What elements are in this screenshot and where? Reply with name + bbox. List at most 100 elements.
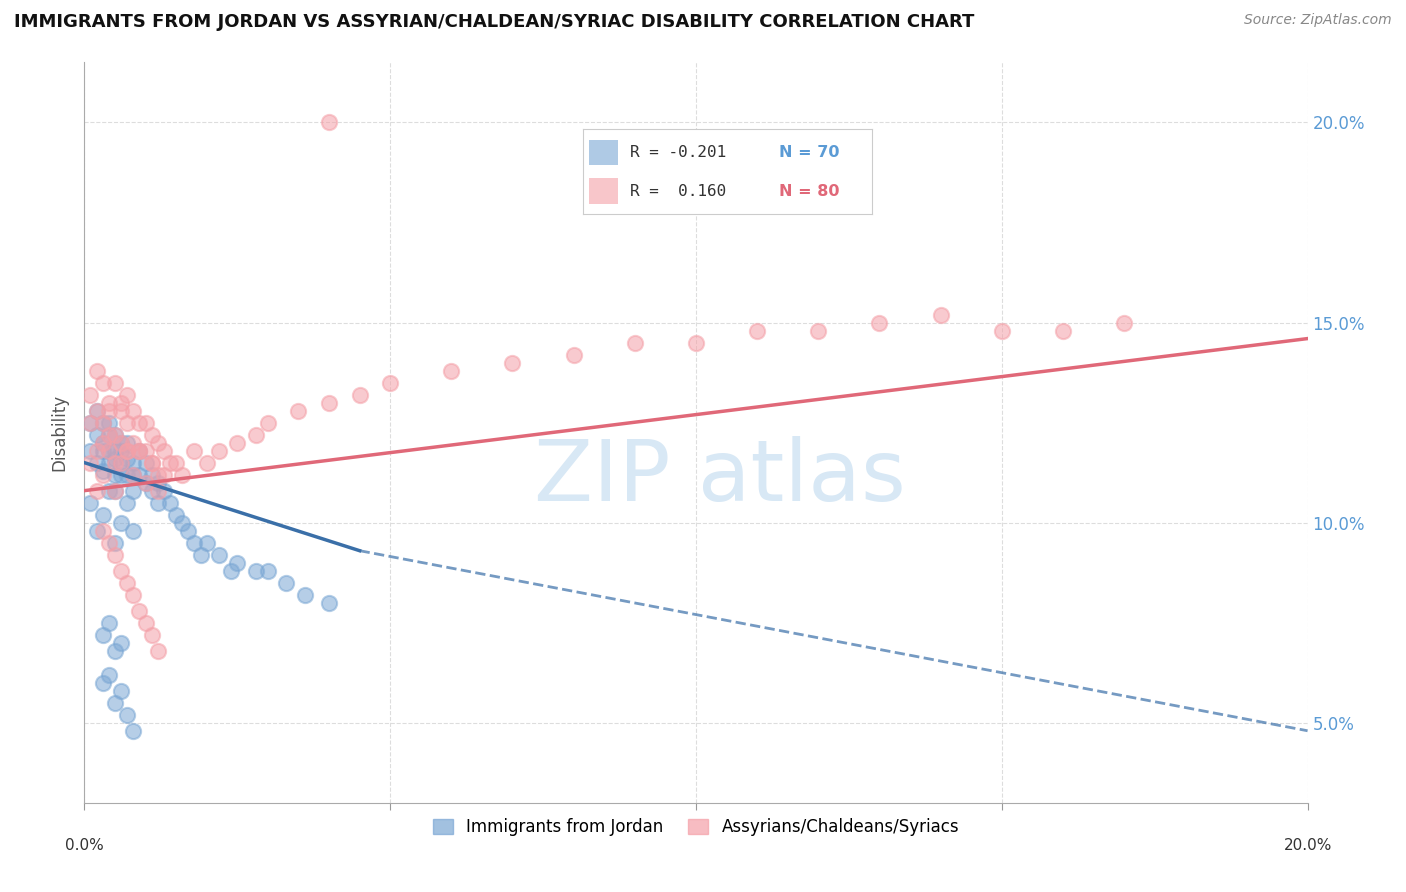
Point (115, 443, 138, 458)
Point (122, 467, 145, 482)
Point (115, 416, 138, 430)
Point (91, 467, 114, 482)
Point (245, 427, 267, 442)
Point (153, 467, 176, 482)
Point (135, 443, 157, 458)
Legend: Immigrants from Jordan, Assyrians/Chaldeans/Syriacs: Immigrants from Jordan, Assyrians/Chalde… (426, 811, 966, 843)
Point (128, 416, 150, 430)
Point (110, 456, 132, 470)
Point (122, 403, 145, 417)
Point (502, 355, 524, 369)
Point (79, 416, 101, 430)
Point (110, 435, 132, 450)
Point (104, 483, 127, 498)
Point (208, 443, 231, 458)
Point (122, 456, 145, 470)
Point (257, 564, 280, 578)
Point (97, 443, 120, 458)
Point (86, 403, 108, 417)
Point (135, 615, 157, 630)
Point (104, 483, 127, 498)
Point (562, 348, 585, 362)
Point (110, 516, 132, 530)
Point (141, 456, 163, 470)
Point (79, 456, 101, 470)
Point (190, 548, 212, 562)
Point (97, 443, 120, 458)
Point (128, 604, 150, 618)
Point (146, 467, 169, 482)
Point (104, 376, 127, 390)
Point (128, 443, 150, 458)
Point (122, 723, 145, 738)
Point (104, 535, 127, 549)
Point (115, 443, 138, 458)
Point (104, 451, 127, 466)
Text: IMMIGRANTS FROM JORDAN VS ASSYRIAN/CHALDEAN/SYRIAC DISABILITY CORRELATION CHART: IMMIGRANTS FROM JORDAN VS ASSYRIAN/CHALD… (14, 13, 974, 31)
Point (991, 324, 1014, 338)
Point (122, 467, 145, 482)
Point (624, 335, 647, 350)
Text: 0.0%: 0.0% (65, 838, 104, 853)
Point (146, 435, 169, 450)
Point (91, 443, 114, 458)
Point (110, 564, 132, 578)
Point (135, 475, 157, 490)
Point (159, 456, 181, 470)
Point (86, 363, 108, 377)
Point (318, 115, 340, 129)
Point (110, 467, 132, 482)
Point (91, 508, 114, 522)
Point (146, 475, 169, 490)
Point (146, 483, 169, 498)
Point (91, 628, 114, 642)
Point (104, 456, 127, 470)
Point (245, 564, 267, 578)
Point (135, 456, 157, 470)
Bar (589, 178, 619, 204)
Point (122, 588, 145, 602)
Point (747, 324, 769, 338)
Point (226, 435, 249, 450)
Point (115, 467, 138, 482)
Point (141, 628, 163, 642)
Point (122, 524, 145, 538)
Point (172, 467, 194, 482)
Point (1052, 324, 1074, 338)
Point (91, 376, 114, 390)
Point (104, 696, 127, 710)
Point (91, 464, 114, 478)
Point (257, 416, 280, 430)
Point (91, 675, 114, 690)
Point (104, 443, 127, 458)
Point (440, 363, 463, 377)
Text: Source: ZipAtlas.com: Source: ZipAtlas.com (1244, 13, 1392, 28)
Point (219, 564, 242, 578)
Point (86, 403, 108, 417)
Point (128, 467, 150, 482)
Point (153, 443, 176, 458)
Point (104, 427, 127, 442)
Y-axis label: Disability: Disability (51, 394, 69, 471)
Point (110, 395, 132, 409)
Point (97, 427, 120, 442)
Point (97, 427, 120, 442)
Point (122, 435, 145, 450)
Point (122, 483, 145, 498)
Point (135, 475, 157, 490)
Point (141, 456, 163, 470)
Point (91, 416, 114, 430)
Point (115, 496, 138, 510)
Text: N = 70: N = 70 (779, 145, 839, 160)
Text: 20.0%: 20.0% (1284, 838, 1331, 853)
Point (929, 308, 952, 322)
Point (86, 456, 108, 470)
Point (318, 395, 340, 409)
Point (141, 467, 163, 482)
Point (86, 483, 108, 498)
Point (115, 435, 138, 450)
Point (195, 535, 218, 549)
Point (97, 403, 120, 417)
Point (685, 335, 707, 350)
Point (183, 535, 205, 549)
